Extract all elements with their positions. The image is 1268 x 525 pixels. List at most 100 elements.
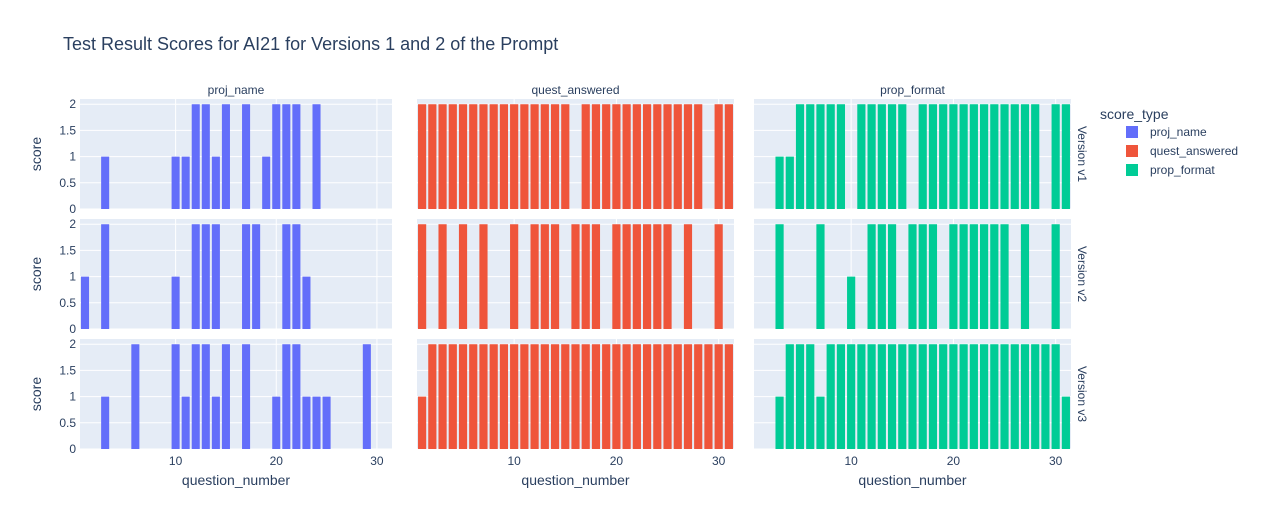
y-tick-label: 1 (69, 150, 76, 164)
bar (499, 104, 509, 209)
bar (1020, 224, 1030, 329)
bar (1000, 344, 1009, 449)
y-tick-label: 0.5 (59, 176, 76, 190)
x-tick-label: 30 (1049, 454, 1063, 468)
bar (581, 344, 590, 449)
x-tick-label: 30 (370, 454, 384, 468)
column-facet-label: quest_answered (531, 83, 619, 97)
bar (550, 104, 560, 209)
bar (724, 344, 733, 449)
bar (458, 104, 468, 209)
bar (418, 104, 427, 209)
bar (857, 344, 866, 449)
bar (242, 224, 251, 329)
bar (622, 104, 631, 209)
bar (714, 344, 723, 449)
bar (816, 396, 825, 449)
bar (81, 276, 90, 329)
bar (540, 224, 549, 329)
bar (642, 344, 652, 449)
bar (816, 104, 825, 209)
bar (928, 224, 938, 329)
legend-item[interactable]: quest_answered (1126, 144, 1238, 158)
bar (479, 104, 488, 209)
bar (171, 276, 180, 329)
bar (969, 344, 978, 449)
bar (201, 104, 210, 209)
bar (826, 344, 835, 449)
bar (242, 344, 251, 449)
axes: 0 0.5 1 1.5 2 score 0 0.5 1 1.5 2 score 0 0.5 1 1.5 2 sco… (28, 97, 1063, 488)
bar (101, 396, 110, 449)
row-facet-label: Version v3 (1075, 366, 1089, 422)
bar (949, 344, 958, 449)
y-tick-label: 2 (69, 217, 76, 231)
bar (1031, 104, 1040, 209)
bar (908, 224, 917, 329)
bar (510, 224, 519, 329)
bar (622, 344, 631, 449)
bar (479, 344, 488, 449)
x-tick-label: 30 (712, 454, 726, 468)
bar (458, 344, 468, 449)
bar (438, 344, 447, 449)
bar (428, 344, 437, 449)
bar (806, 344, 815, 449)
bar (418, 224, 427, 329)
x-axis-label: question_number (521, 472, 630, 488)
bar (101, 224, 110, 329)
bar (622, 224, 631, 329)
y-tick-label: 2 (69, 337, 76, 351)
bar (683, 104, 693, 209)
row-facet-label: Version v2 (1075, 246, 1089, 302)
bar (221, 104, 230, 209)
legend-swatch (1126, 145, 1138, 157)
bar (908, 344, 917, 449)
bar (785, 344, 794, 449)
legend[interactable]: score_type proj_name quest_answered prop_f… (1100, 106, 1238, 177)
bar (302, 396, 311, 449)
bar (928, 344, 938, 449)
bar (612, 344, 621, 449)
legend-item[interactable]: prop_format (1126, 163, 1215, 177)
column-facet-label: prop_format (880, 83, 945, 97)
y-tick-label: 1 (69, 270, 76, 284)
bar (362, 344, 371, 449)
bar (530, 104, 539, 209)
bar (520, 104, 529, 209)
bar (847, 276, 856, 329)
bar (312, 104, 321, 209)
y-tick-label: 1.5 (59, 123, 76, 137)
bar (1010, 104, 1019, 209)
bar (458, 224, 468, 329)
bar (857, 104, 866, 209)
bar (990, 344, 999, 449)
bar (826, 104, 835, 209)
bar (939, 104, 948, 209)
x-axis-label: question_number (858, 472, 967, 488)
bar (211, 224, 220, 329)
panel-background (80, 339, 392, 449)
bar (836, 104, 846, 209)
bar (448, 344, 457, 449)
bar (918, 224, 927, 329)
bar (292, 104, 301, 209)
bar (510, 344, 519, 449)
bar (322, 396, 331, 449)
bar (877, 344, 886, 449)
bar (653, 224, 662, 329)
legend-item[interactable]: proj_name (1126, 125, 1207, 139)
bar (418, 396, 427, 449)
y-tick-label: 0.5 (59, 416, 76, 430)
bar (1020, 344, 1030, 449)
bar (438, 104, 447, 209)
bar (979, 224, 989, 329)
legend-label: quest_answered (1150, 144, 1238, 158)
bar (469, 104, 478, 209)
bar (683, 344, 693, 449)
bar (816, 224, 825, 329)
bar (979, 344, 989, 449)
bar (959, 344, 968, 449)
bar (272, 396, 281, 449)
